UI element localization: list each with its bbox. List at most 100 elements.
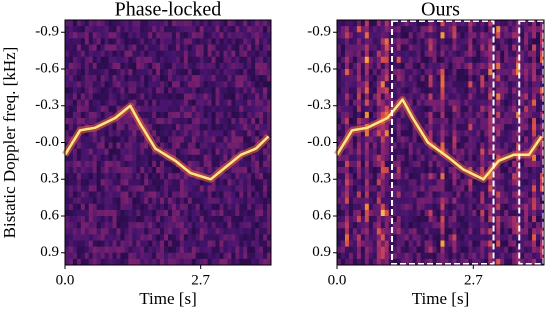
noise-cell <box>353 136 357 143</box>
noise-cell <box>259 118 263 125</box>
noise-cell <box>496 234 500 241</box>
noise-cell <box>73 81 77 88</box>
noise-cell <box>77 143 81 150</box>
noise-cell <box>220 106 224 113</box>
noise-cell <box>204 106 208 113</box>
noise-cell <box>365 173 369 180</box>
y-tick-label: 0.3 <box>312 171 331 187</box>
noise-cell <box>496 130 500 137</box>
noise-cell <box>85 32 89 39</box>
noise-cell <box>77 167 81 174</box>
noise-cell <box>393 247 397 254</box>
noise-cell <box>136 143 140 150</box>
noise-cell <box>124 51 128 58</box>
noise-cell <box>89 51 93 58</box>
noise-cell <box>397 204 401 211</box>
noise-cell <box>504 100 508 107</box>
noise-cell <box>377 204 381 211</box>
noise-cell <box>341 241 345 248</box>
noise-cell <box>397 247 401 254</box>
noise-cell <box>472 118 476 125</box>
noise-cell <box>156 198 160 205</box>
noise-cell <box>504 179 508 186</box>
noise-cell <box>105 222 109 229</box>
noise-cell <box>421 173 425 180</box>
noise-cell <box>417 100 421 107</box>
noise-cell <box>247 106 251 113</box>
noise-cell <box>365 38 369 45</box>
noise-cell <box>164 192 168 199</box>
noise-cell <box>128 192 132 199</box>
noise-cell <box>251 253 255 260</box>
noise-cell <box>429 234 433 241</box>
noise-cell <box>405 204 409 211</box>
noise-cell <box>132 216 136 223</box>
noise-cell <box>204 57 208 64</box>
noise-cell <box>393 228 397 235</box>
noise-cell <box>508 210 512 217</box>
noise-cell <box>251 216 255 223</box>
noise-cell <box>460 75 464 82</box>
noise-cell <box>251 247 255 254</box>
noise-cell <box>243 63 247 70</box>
noise-cell <box>93 94 97 101</box>
noise-cell <box>377 69 381 76</box>
noise-cell <box>148 75 152 82</box>
noise-cell <box>365 26 369 33</box>
noise-cell <box>397 63 401 70</box>
noise-cell <box>132 161 136 168</box>
noise-cell <box>452 51 456 58</box>
noise-cell <box>524 198 528 205</box>
noise-cell <box>231 204 235 211</box>
noise-cell <box>184 45 188 52</box>
noise-cell <box>373 20 377 27</box>
noise-cell <box>448 192 452 199</box>
noise-cell <box>184 81 188 88</box>
noise-cell <box>437 45 441 52</box>
noise-cell <box>393 75 397 82</box>
noise-cell <box>409 241 413 248</box>
noise-cell <box>536 38 540 45</box>
noise-cell <box>89 161 93 168</box>
noise-cell <box>397 45 401 52</box>
noise-cell <box>120 222 124 229</box>
noise-cell <box>176 20 180 27</box>
noise-cell <box>361 161 365 168</box>
noise-cell <box>444 228 448 235</box>
noise-cell <box>413 167 417 174</box>
noise-cell <box>93 143 97 150</box>
noise-cell <box>117 173 121 180</box>
noise-cell <box>223 198 227 205</box>
noise-cell <box>196 228 200 235</box>
noise-cell <box>243 253 247 260</box>
noise-cell <box>365 75 369 82</box>
noise-cell <box>488 241 492 248</box>
noise-cell <box>476 210 480 217</box>
noise-cell <box>172 69 176 76</box>
noise-cell <box>441 26 445 33</box>
noise-cell <box>464 247 468 254</box>
noise-cell <box>337 112 341 119</box>
noise-cell <box>77 241 81 248</box>
noise-cell <box>353 185 357 192</box>
noise-cell <box>120 179 124 186</box>
noise-cell <box>243 106 247 113</box>
noise-cell <box>433 63 437 70</box>
noise-cell <box>353 57 357 64</box>
x-tick-label: 0.0 <box>328 272 347 288</box>
noise-cell <box>417 173 421 180</box>
noise-cell <box>456 63 460 70</box>
noise-cell <box>243 87 247 94</box>
noise-cell <box>488 118 492 125</box>
noise-cell <box>117 204 121 211</box>
noise-cell <box>101 51 105 58</box>
noise-cell <box>220 45 224 52</box>
noise-cell <box>239 136 243 143</box>
noise-cell <box>220 253 224 260</box>
noise-cell <box>152 112 156 119</box>
noise-cell <box>429 118 433 125</box>
noise-cell <box>393 124 397 131</box>
noise-cell <box>113 45 117 52</box>
noise-cell <box>393 143 397 150</box>
noise-cell <box>69 222 73 229</box>
